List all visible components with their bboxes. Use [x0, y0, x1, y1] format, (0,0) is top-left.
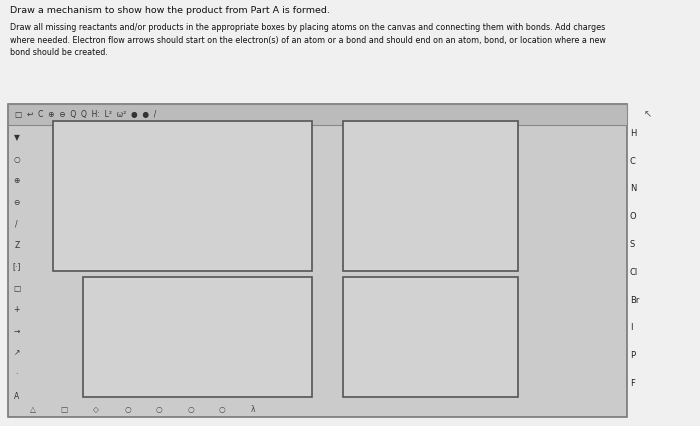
- Text: C: C: [630, 157, 636, 166]
- Text: :Ö:: :Ö:: [230, 158, 244, 168]
- Text: :O:: :O:: [230, 218, 244, 227]
- Text: ⊖: ⊖: [13, 198, 20, 207]
- Text: :ŌH: :ŌH: [150, 151, 170, 161]
- Text: I: I: [630, 323, 633, 332]
- Text: ↗: ↗: [13, 348, 20, 357]
- Text: ○: ○: [155, 405, 162, 414]
- Text: Draw a mechanism to show how the product from Part A is formed.: Draw a mechanism to show how the product…: [10, 6, 330, 15]
- Text: /: /: [15, 219, 18, 228]
- Text: S: S: [630, 240, 636, 249]
- Text: A: A: [14, 391, 20, 401]
- Text: :O:: :O:: [190, 185, 204, 195]
- Text: ·: ·: [15, 370, 18, 379]
- Text: ○: ○: [13, 155, 20, 164]
- Text: [·]: [·]: [13, 262, 21, 271]
- Text: H₂O: H₂O: [421, 318, 447, 332]
- Text: →: →: [13, 327, 20, 336]
- Text: ○: ○: [218, 405, 225, 414]
- Text: □: □: [61, 405, 68, 414]
- Text: □: □: [13, 284, 20, 293]
- Text: S: S: [232, 185, 241, 198]
- Text: H: H: [630, 129, 636, 138]
- Text: ◇: ◇: [93, 405, 99, 414]
- Text: ↖: ↖: [644, 109, 652, 119]
- Text: N: N: [630, 184, 636, 193]
- Text: Draw all missing reactants and/or products in the appropriate boxes by placing a: Draw all missing reactants and/or produc…: [10, 23, 605, 57]
- Text: ○: ○: [124, 405, 131, 414]
- Text: F: F: [630, 379, 635, 388]
- Text: λ: λ: [251, 405, 256, 414]
- Text: :OH: :OH: [283, 191, 301, 201]
- Text: △: △: [30, 405, 36, 414]
- Text: ▼: ▼: [14, 133, 20, 142]
- Text: Cl: Cl: [630, 268, 638, 277]
- Text: H: H: [162, 170, 170, 180]
- Text: +: +: [13, 305, 20, 314]
- Text: ○: ○: [187, 405, 194, 414]
- Text: ·: ·: [458, 311, 462, 322]
- Text: Br: Br: [630, 296, 639, 305]
- Text: P: P: [630, 351, 635, 360]
- Text: □  ↩  C  ⊕  ⊖  Q  Q  H:  L²  ω²  ●  ●  /: □ ↩ C ⊕ ⊖ Q Q H: L² ω² ● ● /: [15, 110, 157, 119]
- Text: H: H: [204, 173, 212, 182]
- Text: ⊕: ⊕: [13, 176, 20, 185]
- Text: O: O: [630, 212, 636, 221]
- Text: Z: Z: [14, 241, 20, 250]
- Text: CH₃: CH₃: [191, 207, 209, 216]
